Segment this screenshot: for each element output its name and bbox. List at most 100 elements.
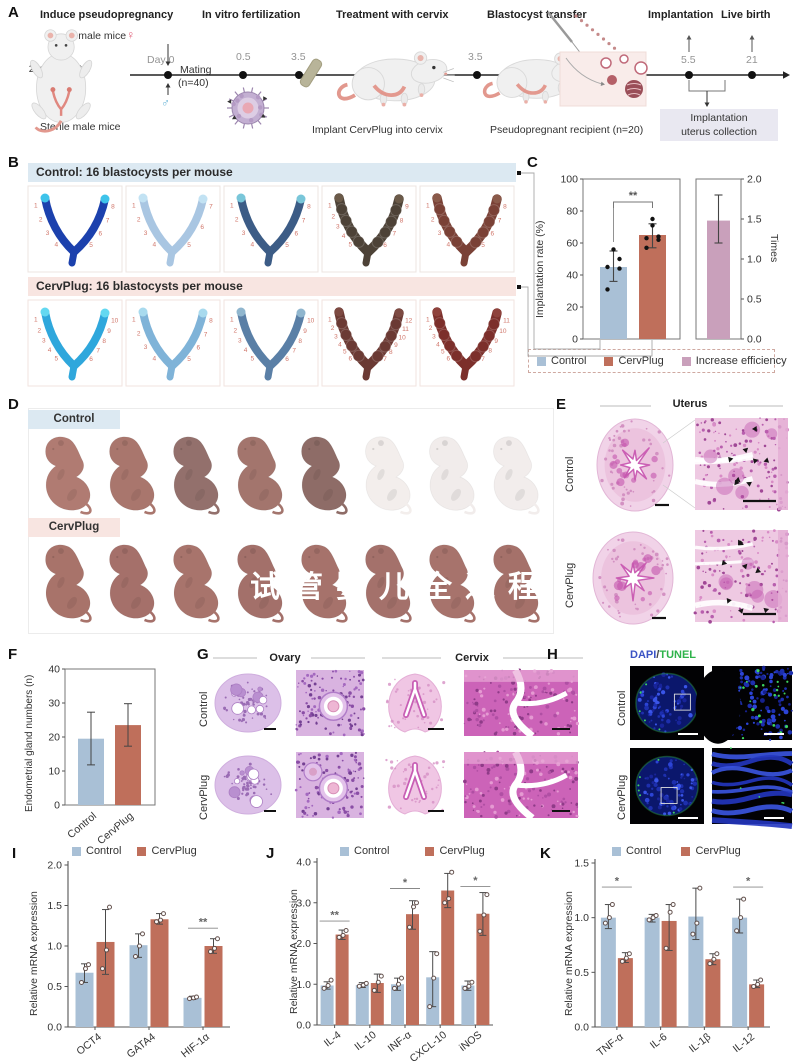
svg-text:6: 6 (490, 230, 494, 237)
i-legend-control-text: Control (86, 845, 122, 857)
svg-text:4: 4 (152, 356, 156, 363)
ovary-section-cervplug (214, 755, 282, 815)
bar-control-IL-4 (320, 985, 334, 1025)
i-legend-cervplug-text: CervPlug (151, 845, 197, 857)
panel-j-label: J (266, 845, 275, 862)
collection-line1: Implantation (690, 112, 748, 124)
svg-text:3.0: 3.0 (296, 897, 311, 909)
k-legend-control-text: Control (626, 845, 662, 857)
svg-text:60: 60 (566, 238, 578, 250)
timepoint-0-5: 0.5 (236, 51, 251, 63)
bar-control-IL-12 (732, 917, 748, 1027)
bar-cervplug-GATA4 (150, 919, 169, 1027)
uterus-title: Uterus (672, 398, 708, 410)
embryo-transfer-inset (559, 14, 648, 107)
svg-text:**: ** (199, 917, 208, 929)
svg-text:1: 1 (328, 317, 332, 324)
bar-cervplug-IL-1β (705, 959, 721, 1027)
bar-control-iNOS (461, 985, 475, 1025)
bar-cervplug-INF-α (406, 914, 419, 1025)
legend-item-efficiency: Increase efficiency (681, 355, 787, 367)
bar-cervplug-IL-12 (749, 984, 765, 1027)
svg-text:5: 5 (481, 242, 485, 249)
svg-text:2: 2 (39, 217, 43, 224)
svg-text:0.0: 0.0 (747, 334, 762, 346)
cervix-zoom-cervplug (463, 750, 579, 821)
svg-text:40: 40 (566, 270, 578, 282)
legend-cervplug-text: CervPlug (618, 355, 664, 367)
cervplug-icon (299, 58, 323, 88)
svg-text:*: * (403, 877, 408, 889)
bar-control-IL-1β (688, 916, 704, 1027)
svg-text:7: 7 (292, 347, 296, 354)
collection-line2: uterus collection (681, 126, 757, 138)
svg-text:3: 3 (432, 333, 436, 340)
control-group-header: Control: 16 blastocysts per mouse (28, 163, 516, 182)
control-swatch-icon (72, 846, 81, 856)
svg-text:4: 4 (152, 242, 156, 249)
svg-text:7: 7 (209, 204, 213, 211)
bar-control-HIF-1α (183, 997, 202, 1027)
svg-text:IL-12: IL-12 (731, 1031, 757, 1055)
c-legend: Control CervPlug Increase efficiency (528, 349, 787, 373)
timepoint-3-5a: 3.5 (291, 51, 306, 63)
pup-photo-cervplug-3 (173, 544, 220, 623)
pup-photo-control-8 (493, 436, 540, 515)
svg-text:0.5: 0.5 (574, 967, 589, 979)
uterus-histology (592, 405, 790, 625)
svg-text:3: 3 (242, 230, 246, 237)
h-row2-label: CervPlug (616, 774, 628, 820)
svg-text:1: 1 (328, 203, 332, 210)
uterus-section-cervplug (592, 531, 674, 625)
ovary-title: Ovary (269, 652, 301, 664)
svg-text:100: 100 (560, 174, 578, 186)
svg-text:80: 80 (566, 206, 578, 218)
k-legend: Control CervPlug (612, 845, 741, 857)
panel-f-label: F (8, 646, 18, 663)
control-swatch-icon (537, 356, 546, 366)
pup-photo-cervplug-6 (365, 544, 412, 623)
mating-label-2: (n=40) (178, 77, 209, 89)
svg-text:6: 6 (200, 224, 204, 231)
svg-text:0.0: 0.0 (47, 1022, 62, 1034)
svg-text:7: 7 (481, 356, 485, 363)
svg-text:*: * (746, 876, 751, 888)
svg-text:7: 7 (383, 356, 387, 363)
mrna-chart-k: 0.0 0.5 1.0 1.5 TNF-α IL-6 IL-1β IL-12 * * (574, 858, 770, 1059)
svg-text:2: 2 (431, 217, 435, 224)
svg-text:2: 2 (137, 217, 141, 224)
svg-text:1: 1 (426, 203, 430, 210)
implantation-rate-chart: 0 20 40 60 80 100 0.0 0.5 1.0 1.5 2.0 ** (560, 174, 762, 346)
bar-control-INF-α (391, 984, 404, 1025)
svg-text:2.0: 2.0 (47, 860, 62, 872)
female-mice-text: Female mice (66, 30, 127, 42)
blastocyst-illustration (226, 87, 269, 129)
svg-text:0.0: 0.0 (296, 1020, 311, 1032)
svg-text:8: 8 (102, 338, 106, 345)
svg-text:1: 1 (230, 203, 234, 210)
svg-text:2.0: 2.0 (747, 174, 762, 186)
panel-i-label: I (12, 845, 17, 862)
svg-text:8: 8 (209, 318, 213, 325)
tunel-zoom-cervplug (711, 747, 794, 830)
panel-b-label: B (8, 154, 19, 171)
bar-control-GATA4 (129, 945, 148, 1027)
svg-text:10: 10 (111, 318, 119, 325)
uterus-zoom-cervplug (693, 529, 789, 624)
tunel-zoom-control (695, 665, 794, 744)
i-legend-control: Control (72, 845, 121, 857)
j-legend-control-text: Control (354, 845, 390, 857)
bar-control-IL-6 (644, 917, 660, 1027)
svg-text:11: 11 (402, 326, 409, 333)
svg-text:20: 20 (48, 732, 60, 744)
female-mice-label: Female mice♀ (66, 28, 135, 42)
mating-label-1: Mating (180, 64, 212, 76)
mouse-illustration (337, 51, 455, 107)
svg-text:**: ** (330, 910, 339, 922)
